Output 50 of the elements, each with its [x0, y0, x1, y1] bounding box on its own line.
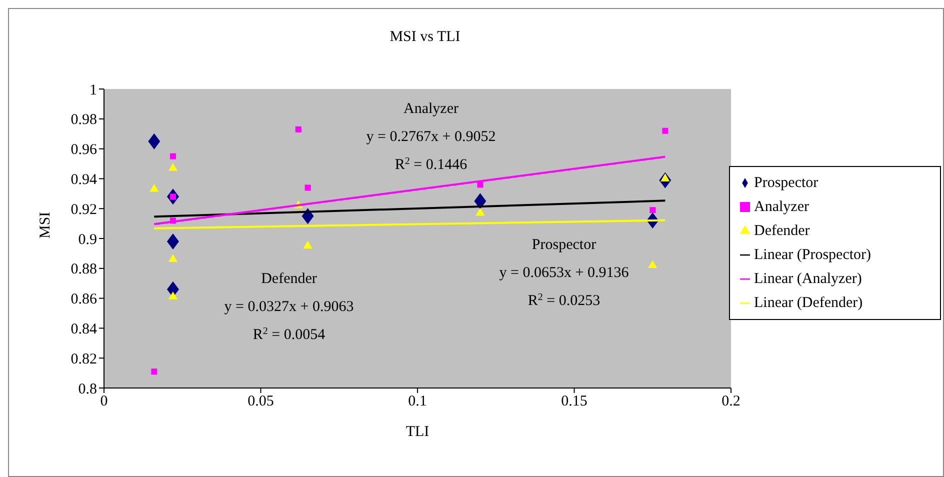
annotation: Analyzer — [404, 101, 458, 117]
annotation: y = 0.0653x + 0.9136 — [499, 265, 630, 281]
point — [151, 368, 158, 375]
annotation: R$^{2}$ = 0.1446 — [394, 156, 468, 173]
y-axis-title: MSI — [37, 212, 54, 238]
x-tick-label: 0.05 — [248, 394, 274, 410]
point — [166, 233, 179, 250]
point — [150, 184, 159, 192]
point — [170, 153, 176, 160]
legend-label: Linear (Prospector) — [754, 246, 872, 262]
point — [168, 162, 178, 171]
legend-label: Analyzer — [754, 198, 809, 214]
point — [648, 260, 658, 268]
point — [662, 128, 668, 134]
x-tick-label: 0 — [100, 394, 108, 410]
x-tick-label: 0.2 — [722, 394, 740, 410]
point — [650, 207, 656, 214]
y-tick-label: 0.92 — [70, 202, 97, 218]
y-tick-label: 0.84 — [70, 322, 98, 338]
point — [304, 184, 311, 191]
chart-title: MSI vs TLI — [388, 29, 462, 46]
legend-label: Prospector — [754, 174, 818, 190]
annotation: Prospector — [532, 237, 596, 253]
point — [295, 126, 302, 132]
x-tick-label: 0.15 — [561, 394, 588, 410]
y-tick-label: 0.86 — [70, 292, 98, 308]
annotation: y = 0.0327x + 0.9063 — [224, 299, 354, 315]
legend-label: Defender — [754, 222, 810, 238]
point — [168, 292, 178, 300]
y-tick-label: 0.98 — [70, 112, 97, 128]
x-axis-title: TLI — [406, 424, 430, 440]
legend-label: Linear (Defender) — [754, 294, 863, 310]
y-tick-label: 0.82 — [70, 351, 97, 368]
y-tick-label: 0.8 — [78, 381, 97, 398]
annotation: R$^{2}$ = 0.0054 — [252, 326, 326, 343]
point — [303, 240, 312, 249]
y-tick-label: 0.9 — [78, 232, 97, 248]
y-tick-label: 1 — [90, 82, 97, 98]
annotation: Defender — [261, 271, 317, 287]
point — [474, 193, 486, 210]
point — [148, 133, 160, 150]
annotation: y = 0.2767x + 0.9052 — [366, 129, 496, 145]
point — [168, 254, 178, 262]
y-tick-label: 0.96 — [70, 142, 98, 158]
x-tick-label: 0.1 — [408, 394, 427, 410]
point — [476, 208, 485, 216]
y-tick-label: 0.88 — [70, 262, 97, 278]
y-tick-label: 0.94 — [70, 172, 98, 188]
annotation: R$^{2}$ = 0.0253 — [528, 292, 600, 309]
legend-label: Linear (Analyzer) — [754, 270, 862, 286]
